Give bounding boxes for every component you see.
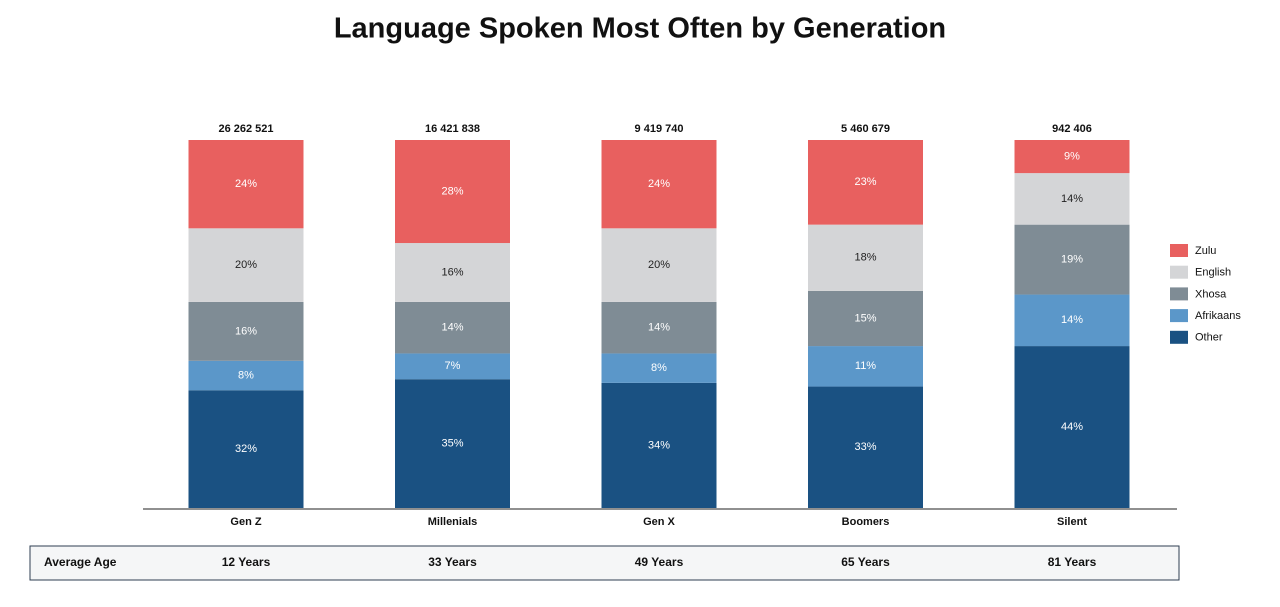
bar-segment <box>395 140 510 244</box>
total-label: 26 262 521 <box>218 123 273 135</box>
total-label: 16 421 838 <box>425 123 480 135</box>
bar-segment <box>601 301 717 354</box>
value-label: 16% <box>235 325 257 337</box>
x-tick-label: Gen Z <box>230 516 261 528</box>
bar-segment <box>395 353 510 380</box>
table-row-value: 65 Years <box>841 555 890 569</box>
legend-label: Afrikaans <box>1195 310 1241 322</box>
bar-segment <box>1014 346 1130 508</box>
value-label: 33% <box>854 441 876 453</box>
legend-label: Other <box>1195 332 1223 344</box>
value-label: 8% <box>238 369 254 381</box>
table-row-label: Average Age <box>44 555 117 569</box>
table-row-box <box>29 545 1180 581</box>
value-label: 11% <box>855 360 876 372</box>
legend-swatch <box>1170 265 1188 279</box>
chart-title: Language Spoken Most Often by Generation <box>334 13 946 45</box>
legend-swatch <box>1170 330 1188 344</box>
legend-label: English <box>1195 267 1231 279</box>
value-label: 19% <box>1061 254 1083 266</box>
x-tick-label: Boomers <box>842 516 890 528</box>
value-label: 44% <box>1061 421 1083 433</box>
bar-segment <box>395 243 510 302</box>
bar-segment <box>188 140 304 229</box>
total-label: 5 460 679 <box>841 123 890 135</box>
legend-swatch <box>1170 244 1188 257</box>
bar-segment <box>1014 140 1130 174</box>
bar-segment <box>188 360 304 391</box>
value-label: 24% <box>235 178 257 190</box>
table-row-value: 49 Years <box>635 555 684 569</box>
table-row-value: 33 Years <box>428 555 477 569</box>
bar-segment <box>1014 294 1130 347</box>
value-label: 23% <box>854 176 876 188</box>
value-label: 34% <box>648 439 670 451</box>
value-label: 14% <box>1061 193 1083 205</box>
bar-segment <box>601 353 717 383</box>
value-label: 9% <box>1064 150 1080 162</box>
value-label: 14% <box>648 322 670 334</box>
bar-segment <box>601 140 717 229</box>
bar-segment <box>808 386 923 508</box>
legend-label: Zulu <box>1195 245 1216 257</box>
value-label: 35% <box>441 438 463 450</box>
bar-segment <box>808 290 923 347</box>
value-label: 24% <box>648 178 670 190</box>
legend-swatch <box>1170 287 1188 301</box>
x-tick-label: Gen X <box>643 516 675 528</box>
value-label: 20% <box>235 259 257 271</box>
legend-swatch <box>1170 309 1188 323</box>
x-tick-label: Silent <box>1057 516 1087 528</box>
value-label: 28% <box>441 185 463 197</box>
bar-segment <box>1014 173 1130 225</box>
value-label: 14% <box>441 322 463 334</box>
table-row-value: 81 Years <box>1048 555 1097 569</box>
bar-segment <box>601 382 717 508</box>
bar-segment <box>808 140 923 225</box>
value-label: 20% <box>648 259 670 271</box>
bar-segment <box>808 346 923 387</box>
value-label: 14% <box>1061 314 1083 326</box>
total-label: 9 419 740 <box>635 123 684 135</box>
bar-segment <box>188 228 304 302</box>
bar-segment <box>395 379 510 508</box>
value-label: 8% <box>651 362 667 374</box>
bar-segment <box>188 390 304 508</box>
value-label: 15% <box>854 312 876 324</box>
legend-label: Xhosa <box>1195 288 1227 300</box>
bar-segment <box>1014 224 1130 295</box>
value-label: 32% <box>235 443 257 455</box>
total-label: 942 406 <box>1052 123 1092 135</box>
bar-segment <box>395 301 510 354</box>
x-tick-label: Millenials <box>428 516 478 528</box>
table-row-value: 12 Years <box>222 555 271 569</box>
value-label: 18% <box>854 252 876 264</box>
value-label: 16% <box>441 266 463 278</box>
value-label: 7% <box>445 360 461 372</box>
bar-segment <box>808 224 923 291</box>
bar-segment <box>601 228 717 302</box>
bar-segment <box>188 301 304 361</box>
